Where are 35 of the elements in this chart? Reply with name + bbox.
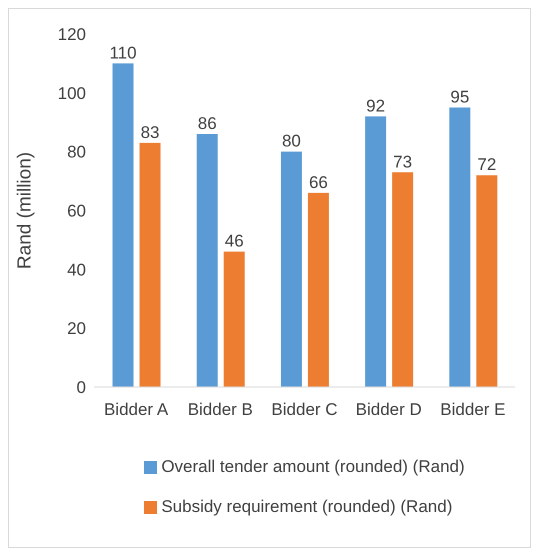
data-label: 92 [366,96,386,116]
y-tick-label: 0 [76,378,86,398]
data-label: 66 [308,172,328,192]
legend-label: Overall tender amount (rounded) (Rand) [161,457,465,476]
bar [449,108,470,387]
y-tick-label: 80 [67,142,86,162]
y-tick-label: 60 [67,202,86,221]
data-label: 95 [450,88,470,107]
y-tick-label: 100 [58,84,86,103]
x-tick-label: Bidder E [440,400,506,420]
data-label: 46 [224,232,244,251]
x-tick-label: Bidder A [104,400,169,420]
x-tick-label: Bidder B [188,400,253,420]
data-label: 80 [282,132,301,151]
y-tick-label: 20 [67,319,86,338]
data-label: 86 [198,114,217,134]
data-label: 73 [393,152,412,172]
x-tick-label: Bidder C [271,400,338,420]
legend-label: Subsidy requirement (rounded) (Rand) [161,497,452,516]
bar [308,192,329,387]
bar [476,175,498,387]
bar [112,63,134,387]
y-axis-title: Rand (million) [14,152,36,270]
y-tick-label: 120 [58,25,86,44]
data-label: 110 [109,43,137,62]
bar [140,142,161,387]
bar [392,172,414,387]
bar [280,152,302,387]
data-label: 72 [477,155,496,174]
bar [196,134,218,387]
bar [365,116,386,387]
x-tick-label: Bidder D [356,400,422,420]
bar [224,252,245,387]
y-tick-label: 40 [67,260,86,280]
data-label: 83 [140,122,160,142]
